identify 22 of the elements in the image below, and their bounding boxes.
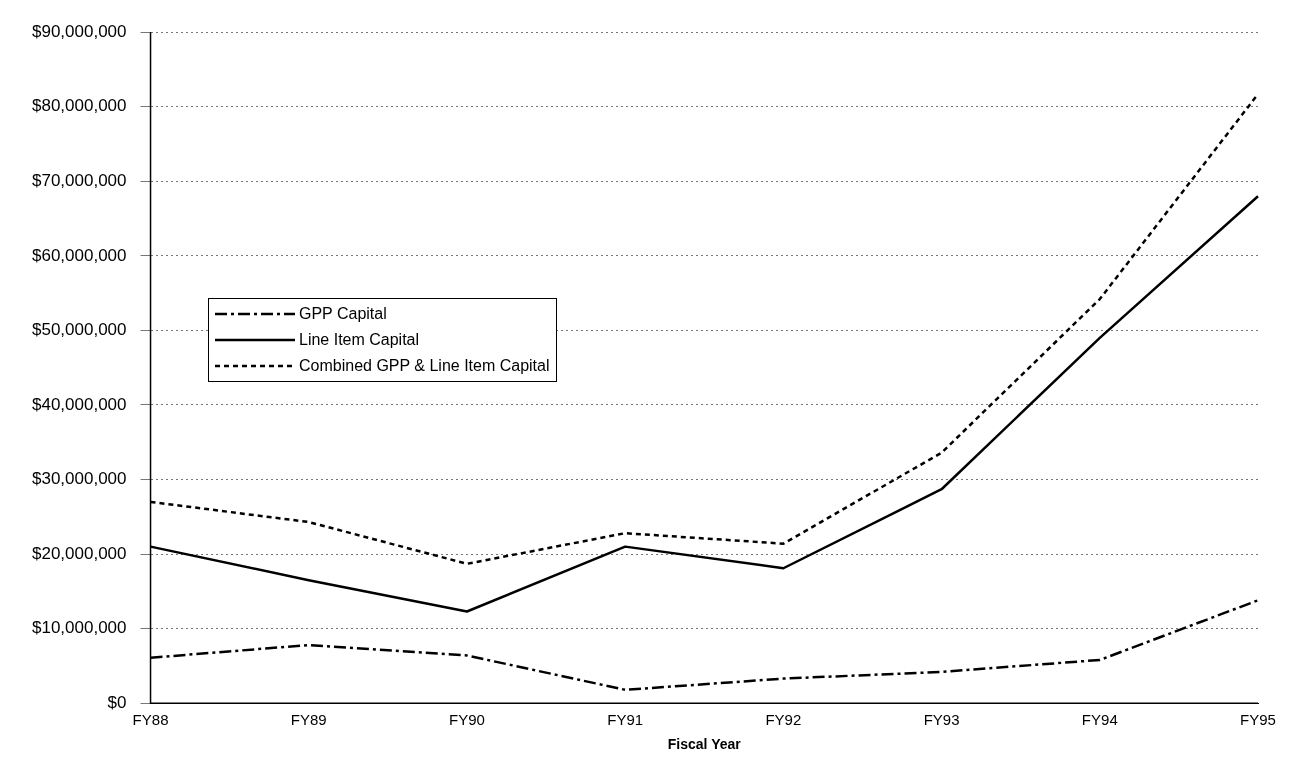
- legend-label: Combined GPP & Line Item Capital: [299, 356, 550, 376]
- x-tick-label: FY88: [132, 711, 169, 729]
- y-tick-label: $30,000,000: [31, 469, 127, 489]
- y-tick-label: $90,000,000: [31, 21, 127, 41]
- x-tick-label: FY91: [607, 711, 644, 729]
- x-tick-label: FY93: [923, 711, 960, 729]
- x-tick-label: FY89: [290, 711, 327, 729]
- x-tick-label: FY94: [1081, 711, 1118, 729]
- x-tick-label: FY90: [449, 711, 485, 729]
- y-tick-label: $70,000,000: [31, 171, 127, 190]
- y-tick-label: $80,000,000: [31, 96, 127, 116]
- y-tick-label: $20,000,000: [31, 543, 127, 563]
- legend-label: GPP Capital: [299, 304, 387, 324]
- y-tick-label: $40,000,000: [31, 394, 127, 414]
- x-axis-title: Fiscal Year: [667, 736, 742, 753]
- y-tick-label: $60,000,000: [31, 245, 127, 265]
- x-tick-label: FY92: [765, 711, 802, 729]
- x-tick-label: FY95: [1240, 711, 1276, 729]
- y-tick-label: $50,000,000: [31, 320, 127, 340]
- legend-label: Line Item Capital: [299, 330, 420, 350]
- y-tick-label: $0: [107, 692, 127, 712]
- y-tick-label: $10,000,000: [31, 618, 127, 638]
